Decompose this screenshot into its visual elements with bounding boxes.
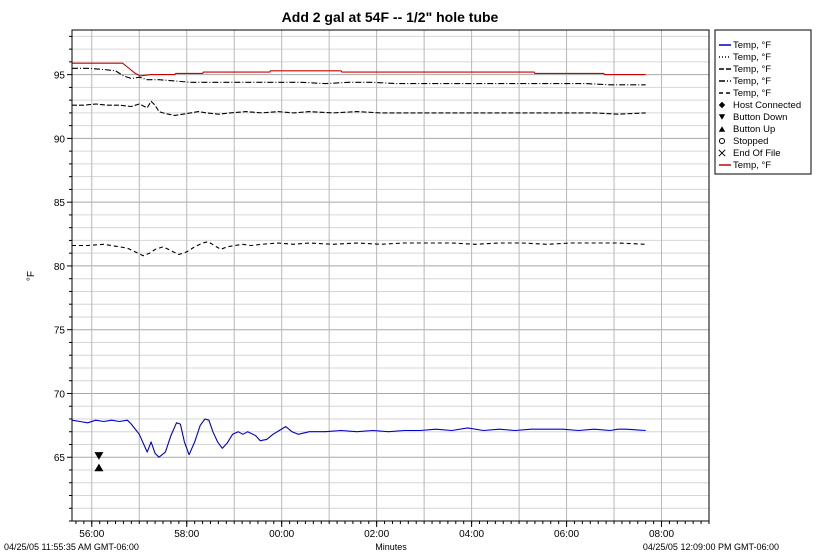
x-tick-label: 02:00 <box>364 529 389 540</box>
x-tick-label: 04:00 <box>459 529 484 540</box>
legend-box <box>714 29 812 175</box>
legend-marker <box>718 149 726 157</box>
series-3-line <box>72 67 646 86</box>
start-time-label: 04/25/05 11:55:35 AM GMT-06:00 <box>4 542 139 552</box>
y-tick-label: 65 <box>54 453 66 464</box>
x-tick-label: 08:00 <box>649 529 674 540</box>
series-0-line <box>71 418 646 458</box>
legend-marker <box>718 101 726 109</box>
series-10-line <box>72 62 646 77</box>
end-time-label: 04/25/05 12:09:00 PM GMT-06:00 <box>643 542 779 552</box>
legend-label: Button Down <box>733 112 787 123</box>
x-tick-label: 56:00 <box>79 529 104 540</box>
legend-label: Host Connected <box>733 100 801 111</box>
y-tick-label: 95 <box>54 71 66 82</box>
y-tick-label: 70 <box>54 389 66 400</box>
legend-label: Temp, °F <box>733 64 771 75</box>
legend-label: Temp, °F <box>733 88 771 99</box>
y-tick-label: 75 <box>54 326 66 337</box>
x-tick-label: 06:00 <box>554 529 579 540</box>
legend-label: Temp, °F <box>733 52 771 63</box>
y-tick-label: 80 <box>54 262 66 273</box>
series-layer <box>71 62 646 458</box>
y-tick-label: 85 <box>54 198 66 209</box>
x-axis-label: Minutes <box>375 542 407 552</box>
series-6-marker <box>94 452 104 460</box>
x-tick-label: 58:00 <box>174 529 199 540</box>
legend-marker <box>718 137 726 145</box>
series-4-line <box>72 241 646 257</box>
y-tick-label: 90 <box>54 134 66 145</box>
legend-label: End Of File <box>733 148 781 159</box>
plot-frame <box>71 29 710 522</box>
chart-title: Add 2 gal at 54F -- 1/2" hole tube <box>282 9 499 25</box>
legend-label: Temp, °F <box>733 40 771 51</box>
series-7-marker <box>94 463 104 472</box>
legend-label: Temp, °F <box>733 76 771 87</box>
legend-marker <box>718 114 726 120</box>
legend-label: Stopped <box>733 136 768 147</box>
series-2-line <box>72 100 646 116</box>
y-axis-label: °F <box>26 271 37 281</box>
axes: 65 70 75 80 85 90 95 56:00 58:00 00:00 02:00 04:00 0… <box>54 35 710 540</box>
legend-marker <box>718 126 726 132</box>
x-tick-label: 00:00 <box>269 529 294 540</box>
grid <box>72 30 710 522</box>
legend-label: Button Up <box>733 124 775 135</box>
legend-label: Temp, °F <box>733 160 771 171</box>
marker-layer <box>94 452 104 472</box>
